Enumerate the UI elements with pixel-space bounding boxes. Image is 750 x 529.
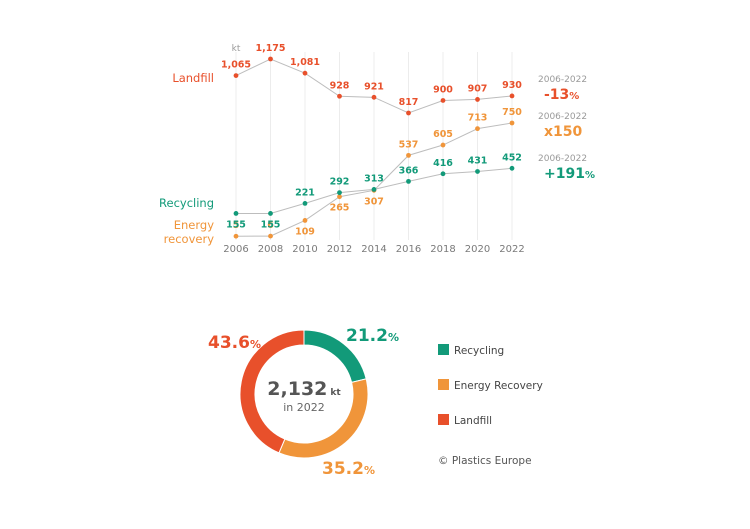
- data-label-landfill-2014: 921: [364, 81, 384, 92]
- x-tick-label-2022: 2022: [499, 244, 524, 255]
- data-point-energy-recovery-2010: [302, 218, 308, 223]
- change-value-recycling: +191%: [544, 166, 595, 182]
- data-point-landfill-2012: [337, 93, 342, 99]
- data-point-recycling-2006: [233, 211, 239, 216]
- data-label-recycling-2008: 155: [261, 219, 281, 230]
- change-period-2: 2006-2022: [538, 154, 587, 164]
- legend-label-energy-recovery: Energy Recovery: [454, 380, 543, 392]
- data-label-energy-recovery-2018: 605: [433, 129, 453, 140]
- data-point-landfill-2008: [268, 56, 273, 62]
- series-name-landfill: Landfill: [172, 71, 214, 85]
- donut-pct-landfill: 43.6%: [208, 333, 261, 353]
- data-label-energy-recovery-2012: 265: [330, 203, 350, 214]
- data-label-energy-recovery-2006: 5: [233, 220, 240, 231]
- data-label-recycling-2006: 155: [226, 219, 246, 230]
- change-period-1: 2006-2022: [538, 112, 587, 122]
- data-point-landfill-2018: [440, 98, 446, 103]
- data-point-recycling-2008: [268, 211, 273, 216]
- data-label-recycling-2022: 452: [502, 152, 522, 163]
- data-point-landfill-2014: [371, 94, 377, 100]
- data-label-landfill-2018: 900: [433, 84, 453, 95]
- data-point-energy-recovery-2020: [475, 126, 480, 132]
- data-label-energy-recovery-2008: 6: [267, 220, 274, 231]
- donut-slice-landfill: [239, 329, 305, 454]
- data-point-landfill-2016: [406, 110, 411, 116]
- data-point-recycling-2022: [509, 165, 515, 171]
- legend-swatch-energy-recovery: [438, 379, 449, 390]
- source-credit: © Plastics Europe: [438, 455, 532, 467]
- data-label-landfill-2006: 1,065: [221, 60, 251, 71]
- data-point-recycling-2016: [406, 178, 411, 184]
- data-label-recycling-2010: 221: [295, 187, 315, 198]
- x-tick-label-2008: 2008: [258, 244, 283, 255]
- data-label-landfill-2020: 907: [468, 83, 488, 94]
- donut-pct-recycling: 21.2%: [346, 326, 399, 346]
- change-value-energy-recovery: x150: [544, 124, 583, 140]
- data-point-recycling-2018: [440, 171, 446, 177]
- data-label-landfill-2022: 930: [502, 80, 522, 91]
- data-label-landfill-2016: 817: [399, 97, 419, 108]
- data-label-recycling-2018: 416: [433, 158, 453, 169]
- data-label-energy-recovery-2022: 750: [502, 107, 522, 118]
- x-tick-label-2016: 2016: [396, 244, 421, 255]
- x-tick-label-2020: 2020: [465, 244, 490, 255]
- data-point-landfill-2006: [233, 73, 239, 78]
- data-point-landfill-2020: [475, 97, 480, 102]
- legend-label-landfill: Landfill: [454, 415, 492, 427]
- data-label-energy-recovery-2010: 109: [295, 226, 315, 237]
- x-tick-label-2006: 2006: [223, 244, 248, 255]
- data-label-recycling-2020: 431: [468, 155, 488, 166]
- data-point-landfill-2022: [509, 93, 515, 99]
- unit-label: kt: [232, 44, 241, 54]
- data-label-landfill-2010: 1,081: [290, 57, 320, 68]
- x-tick-label-2014: 2014: [361, 244, 386, 255]
- legend-swatch-recycling: [438, 344, 449, 355]
- change-value-landfill: -13%: [544, 87, 579, 103]
- data-point-energy-recovery-2016: [406, 152, 411, 158]
- data-label-energy-recovery-2016: 537: [399, 139, 419, 150]
- data-point-energy-recovery-2022: [509, 120, 515, 126]
- data-point-recycling-2020: [475, 169, 480, 174]
- data-label-landfill-2012: 928: [330, 80, 350, 91]
- series-name-recycling: Recycling: [159, 196, 214, 210]
- donut-center-value: 2,132 kt: [267, 378, 341, 400]
- data-label-landfill-2008: 1,175: [255, 43, 285, 54]
- data-point-recycling-2014: [371, 187, 377, 192]
- data-label-energy-recovery-2014: 307: [364, 196, 384, 207]
- legend-label-recycling: Recycling: [454, 345, 504, 357]
- series-name-energy-line1: Energy: [174, 218, 214, 232]
- data-point-energy-recovery-2006: [233, 233, 239, 239]
- data-label-recycling-2016: 366: [399, 165, 419, 176]
- series-name-energy-line2: recovery: [164, 232, 215, 246]
- data-point-energy-recovery-2008: [268, 233, 273, 239]
- donut-center-caption: in 2022: [283, 401, 325, 414]
- x-tick-label-2018: 2018: [430, 244, 455, 255]
- data-label-recycling-2014: 313: [364, 173, 384, 184]
- change-period-0: 2006-2022: [538, 75, 587, 85]
- data-label-energy-recovery-2020: 713: [468, 113, 488, 124]
- data-point-recycling-2012: [337, 190, 342, 196]
- donut-pct-energy-recovery: 35.2%: [322, 459, 375, 479]
- data-point-recycling-2010: [302, 201, 308, 206]
- x-tick-label-2010: 2010: [292, 244, 317, 255]
- data-point-energy-recovery-2012: [337, 194, 342, 200]
- x-tick-label-2012: 2012: [327, 244, 352, 255]
- data-label-recycling-2012: 292: [330, 177, 350, 188]
- data-point-energy-recovery-2018: [440, 142, 446, 148]
- data-point-landfill-2010: [302, 70, 308, 76]
- legend-swatch-landfill: [438, 414, 449, 425]
